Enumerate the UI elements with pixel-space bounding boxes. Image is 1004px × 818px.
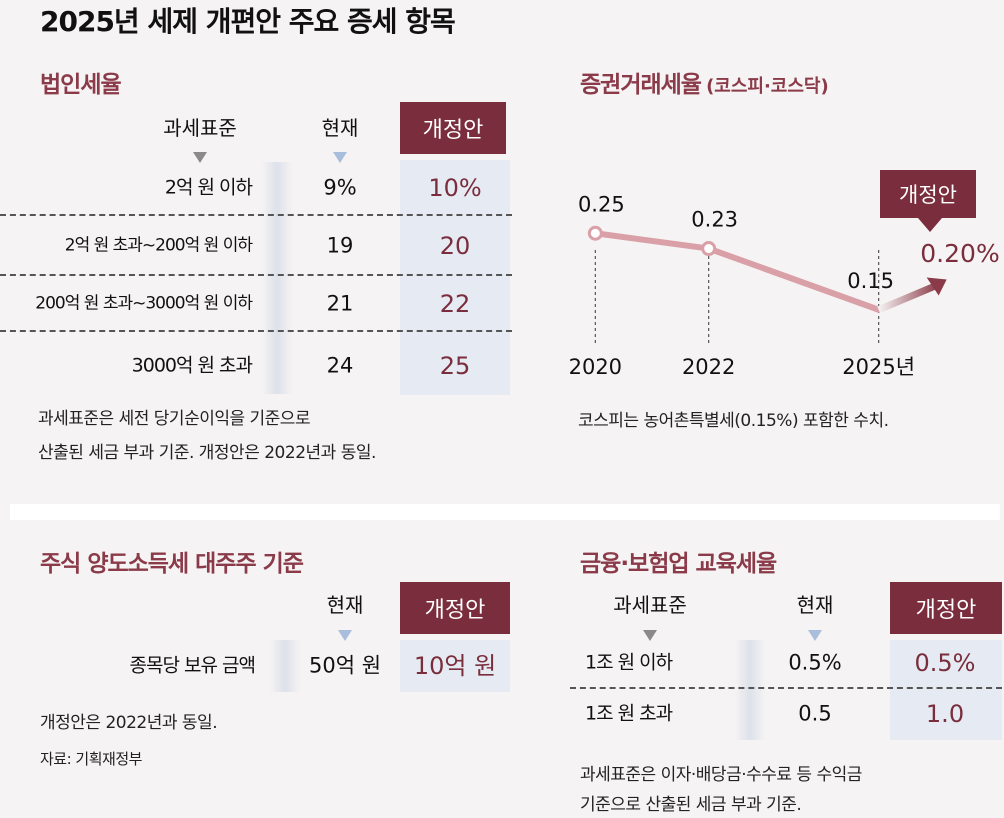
- row-divider: [0, 214, 512, 216]
- x-tick-label: 2020: [569, 355, 622, 379]
- x-tick-label: 2025년: [842, 355, 915, 379]
- row-label: 1조 원 초과: [585, 702, 673, 725]
- point: [701, 241, 717, 257]
- row-divider: [0, 274, 512, 276]
- current-value: 9%: [323, 175, 357, 200]
- proposal-value: 25: [439, 352, 471, 380]
- proposal-value: 10%: [428, 174, 482, 202]
- row-label: 200억 원 초과~3000억 원 이하: [35, 293, 253, 314]
- column-header: 과세표준: [613, 593, 687, 617]
- section-divider: [10, 504, 1000, 520]
- note: 코스피는 농어촌특별세(0.15%) 포함한 수치.: [578, 411, 889, 431]
- chart-heading: 증권거래세율 (코스피·코스닥): [580, 74, 829, 97]
- chart-title: 증권거래세율: [580, 72, 702, 98]
- x-tick-label: 2022: [682, 355, 735, 379]
- row-label: 종목당 보유 금액: [129, 654, 256, 677]
- current-value: 19: [326, 233, 354, 258]
- line: [592, 230, 882, 313]
- column-header: 과세표준: [163, 116, 237, 140]
- arrow-icon: [333, 152, 347, 163]
- current-value: 21: [326, 291, 354, 316]
- proposal-value: 22: [439, 290, 471, 318]
- arrow-icon: [338, 630, 352, 641]
- row-label: 1조 원 이하: [585, 651, 673, 674]
- source: 자료: 기획재정부: [40, 750, 142, 768]
- proposal-value: 1.0: [925, 700, 965, 728]
- column-header: 현재: [796, 593, 834, 617]
- chart-subtitle: (코스피·코스닥): [706, 76, 829, 97]
- point: [587, 225, 603, 241]
- arrow-icon: [808, 630, 822, 641]
- proposal-label: 개정안: [899, 183, 957, 207]
- note: 과세표준은 세전 당기순이익을 기준으로: [38, 409, 311, 429]
- value-label: 0.15: [847, 269, 894, 293]
- current-band: [270, 640, 300, 692]
- row-divider: [570, 687, 1002, 689]
- note: 개정안은 2022년과 동일.: [40, 713, 218, 733]
- row-label: 2억 원 초과~200억 원 이하: [64, 235, 253, 256]
- proposal-value: 0.20%: [920, 239, 999, 268]
- note: 산출된 세금 부과 기준. 개정안은 2022년과 동일.: [38, 443, 376, 463]
- section-heading: 주식 양도소득세 대주주 기준: [40, 551, 304, 577]
- current-value: 50억 원: [308, 653, 382, 678]
- badge-pointer: [918, 218, 942, 232]
- arrow-icon: [193, 152, 207, 163]
- current-value: 0.5: [798, 701, 832, 726]
- value-label: 0.23: [691, 208, 738, 232]
- current-value: 0.5%: [788, 650, 842, 675]
- page-title: 2025년 세제 개편안 주요 증세 항목: [40, 5, 456, 38]
- proposal-value: 10억 원: [413, 652, 497, 680]
- current-value: 24: [326, 353, 354, 378]
- proposal-badge: [880, 170, 976, 218]
- arrow-head: [926, 277, 947, 296]
- section-heading: 금융·보험업 교육세율: [580, 551, 777, 577]
- column-header: 현재: [326, 593, 364, 617]
- row-label: 2억 원 이하: [164, 176, 253, 199]
- note: 과세표준은 이자·배당금·수수료 등 수익금: [580, 765, 862, 785]
- row-label: 3000억 원 초과: [131, 354, 253, 377]
- note: 기준으로 산출된 세금 부과 기준.: [580, 795, 802, 815]
- proposal-band: [400, 160, 510, 395]
- column-header: 개정안: [400, 102, 506, 154]
- column-header: 개정안: [400, 582, 510, 634]
- section-heading: 법인세율: [40, 72, 122, 98]
- proposal-band: [890, 640, 1002, 740]
- arrow-icon: [643, 630, 657, 641]
- proposal-value: 0.5%: [914, 649, 976, 677]
- current-band: [262, 162, 292, 394]
- proposal-band: [400, 640, 510, 692]
- row-divider: [0, 330, 512, 332]
- column-header: 현재: [321, 116, 359, 140]
- value-label: 0.25: [578, 192, 625, 216]
- proposal-value: 20: [439, 232, 471, 260]
- proposal-arrow: [877, 281, 941, 313]
- column-header: 개정안: [890, 582, 1002, 634]
- current-band: [735, 640, 765, 740]
